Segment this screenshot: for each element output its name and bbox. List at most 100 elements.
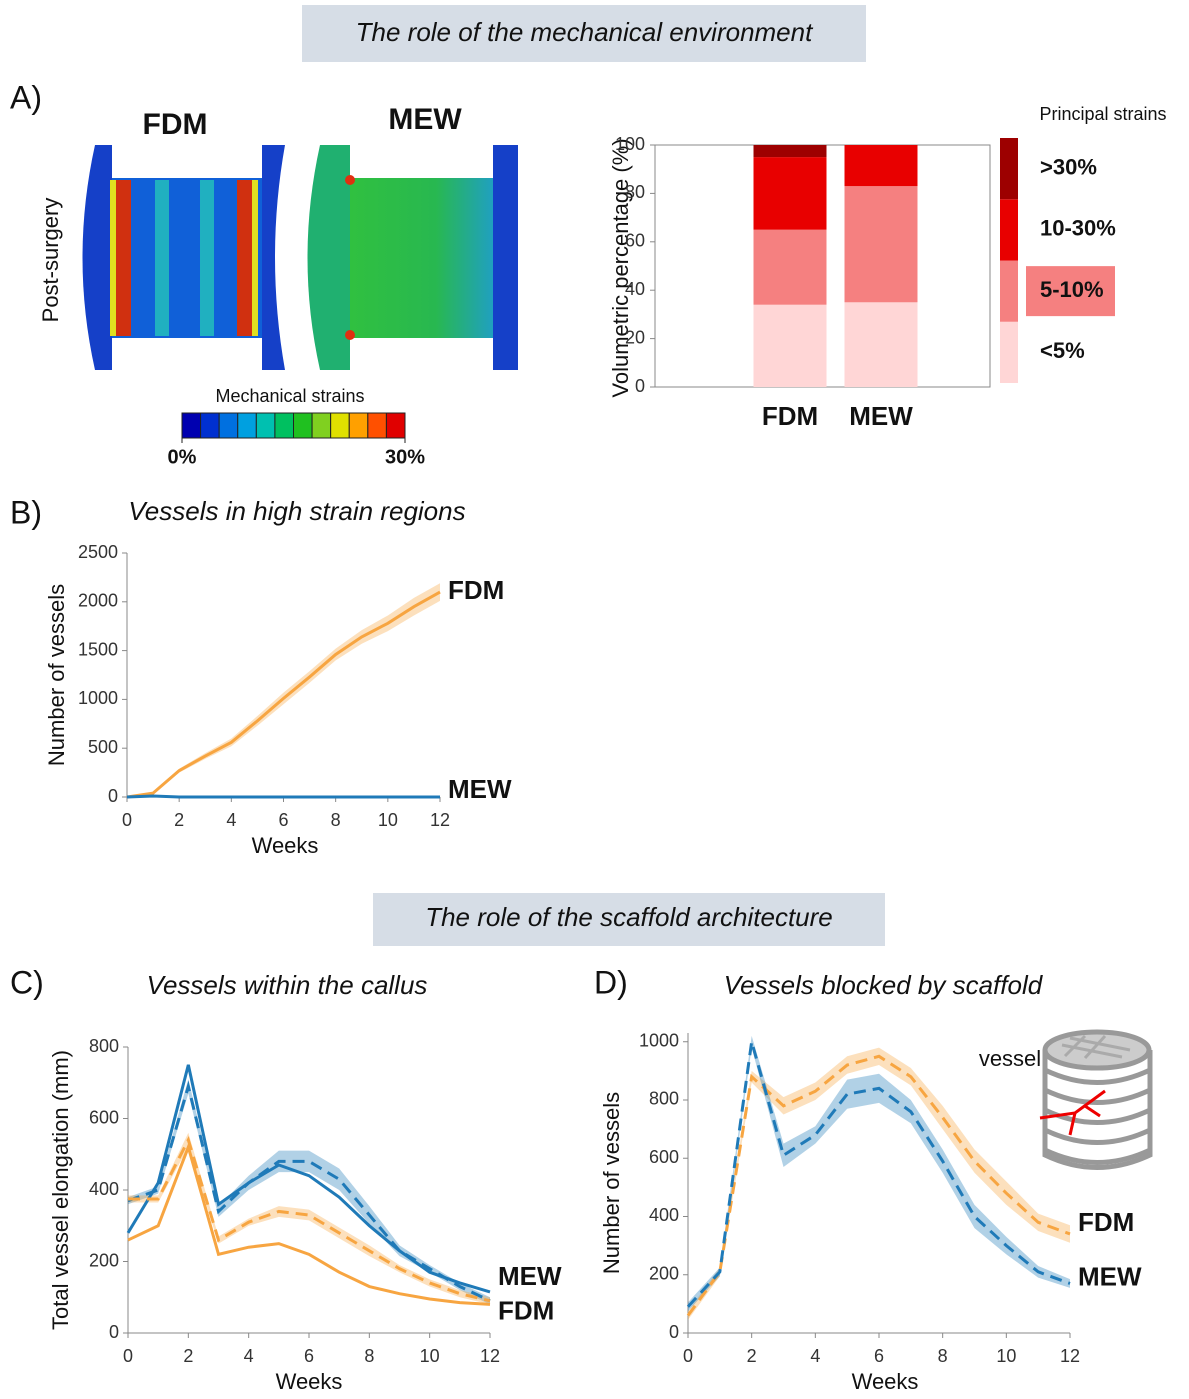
legend-swatch — [1000, 260, 1018, 322]
colorbar-title: Mechanical strains — [215, 386, 364, 406]
x-axis-label: Weeks — [276, 1369, 343, 1394]
colorbar-swatch — [367, 412, 387, 439]
colorbar-swatch — [181, 412, 202, 439]
line — [128, 1135, 491, 1303]
y-tick-label: 1000 — [78, 688, 118, 708]
y-tick-label: 400 — [89, 1179, 119, 1199]
colorbar-swatch — [200, 412, 220, 439]
x-tick-label: 6 — [278, 810, 288, 830]
legend-swatch — [1000, 321, 1018, 383]
panel-label: A) — [10, 79, 42, 115]
error-band — [127, 583, 440, 797]
panel-label: C) — [10, 964, 44, 1000]
y-tick-label: 60 — [625, 231, 645, 251]
x-axis-label: Weeks — [852, 1369, 919, 1394]
chart-title: Vessels blocked by scaffold — [724, 970, 1044, 1000]
bar-segment — [844, 145, 918, 187]
y-tick-label: 800 — [649, 1089, 679, 1109]
y-tick-label: 800 — [89, 1036, 119, 1056]
header: The role of the mechanical environment — [356, 17, 814, 47]
y-tick-label: 600 — [89, 1107, 119, 1127]
bar-segment — [753, 304, 827, 387]
panel-label: B) — [10, 494, 42, 530]
x-tick-label: 10 — [996, 1346, 1016, 1366]
x-tick-label: 10 — [378, 810, 398, 830]
y-tick-label: 100 — [615, 134, 645, 154]
legend-label: <5% — [1040, 338, 1085, 363]
line — [127, 1142, 491, 1306]
chart-title: Vessels within the callus — [147, 970, 428, 1000]
x-tick-label: 12 — [430, 810, 450, 830]
x-tick-label: 8 — [364, 1346, 374, 1366]
x-tick-label: 0 — [122, 810, 132, 830]
y-tick-label: 80 — [625, 182, 645, 202]
series-label: MEW — [1078, 1261, 1142, 1291]
error-band — [688, 1047, 1070, 1320]
legend-swatch — [1000, 138, 1018, 200]
colorbar-swatch — [330, 412, 350, 439]
y-tick-label: 1500 — [78, 639, 118, 659]
error-band — [688, 1035, 1070, 1312]
colorbar-swatch — [293, 412, 313, 439]
series-label: FDM — [448, 575, 504, 605]
line — [686, 1041, 1071, 1308]
row-label: Post-surgery — [38, 198, 63, 323]
y-tick-label: 40 — [625, 279, 645, 299]
x-tick-label: 6 — [874, 1346, 884, 1366]
y-tick-label: 1000 — [639, 1030, 679, 1050]
colorbar-swatch — [311, 412, 332, 439]
header: The role of the scaffold architecture — [425, 902, 833, 932]
y-tick-label: 0 — [635, 376, 645, 396]
y-tick-label: 2000 — [78, 591, 118, 611]
x-tick-label: 10 — [420, 1346, 440, 1366]
series-label: FDM — [498, 1295, 554, 1325]
annotation: vessel — [979, 1046, 1041, 1071]
colorbar-tick-label: 0% — [168, 446, 197, 468]
legend-label: 5-10% — [1040, 277, 1104, 302]
y-tick-label: 500 — [88, 737, 118, 757]
y-tick-label: 200 — [89, 1250, 119, 1270]
x-axis-label: Weeks — [252, 833, 319, 858]
x-tick-label: 8 — [331, 810, 341, 830]
y-tick-label: 200 — [649, 1263, 679, 1283]
y-axis-label: Number of vessels — [44, 584, 69, 766]
header-box — [373, 893, 885, 946]
colorbar-swatch — [218, 412, 239, 439]
panel-label: D) — [594, 964, 628, 1000]
line — [127, 1080, 491, 1303]
x-tick-label: 6 — [304, 1346, 314, 1366]
y-tick-label: 0 — [109, 1322, 119, 1342]
bar-segment — [844, 302, 918, 387]
colorbar-swatch — [385, 412, 406, 439]
x-tick-label: 12 — [480, 1346, 500, 1366]
error-band — [128, 1132, 490, 1305]
x-tick-label: 2 — [174, 810, 184, 830]
bar-segment — [753, 145, 827, 158]
legend-label: 10-30% — [1040, 216, 1116, 241]
fe-title: FDM — [143, 108, 208, 141]
colorbar-swatch — [255, 412, 276, 439]
y-axis-label: Number of vessels — [599, 1092, 624, 1274]
legend-highlight — [1026, 266, 1115, 317]
y-axis-label: Total vessel elongation (mm) — [48, 1050, 73, 1330]
fe-illustration — [82, 145, 518, 370]
x-tick-label: 4 — [244, 1346, 254, 1366]
x-tick-label: 8 — [938, 1346, 948, 1366]
line — [126, 1064, 491, 1294]
series-label: FDM — [1078, 1207, 1134, 1237]
x-tick-label: 12 — [1060, 1346, 1080, 1366]
bar-segment — [753, 229, 827, 305]
series-label: MEW — [448, 774, 512, 804]
x-tick-label: 4 — [810, 1346, 820, 1366]
fe-title: MEW — [388, 103, 462, 136]
chart-title: Vessels in high strain regions — [128, 496, 465, 526]
x-tick-label: FDM — [762, 401, 818, 431]
x-tick-label: 0 — [123, 1346, 133, 1366]
colorbar-tick-label: 30% — [385, 446, 425, 468]
line — [686, 1054, 1071, 1317]
bar-segment — [844, 186, 918, 303]
line — [126, 590, 441, 799]
y-tick-label: 400 — [649, 1205, 679, 1225]
x-tick-label: 4 — [226, 810, 236, 830]
